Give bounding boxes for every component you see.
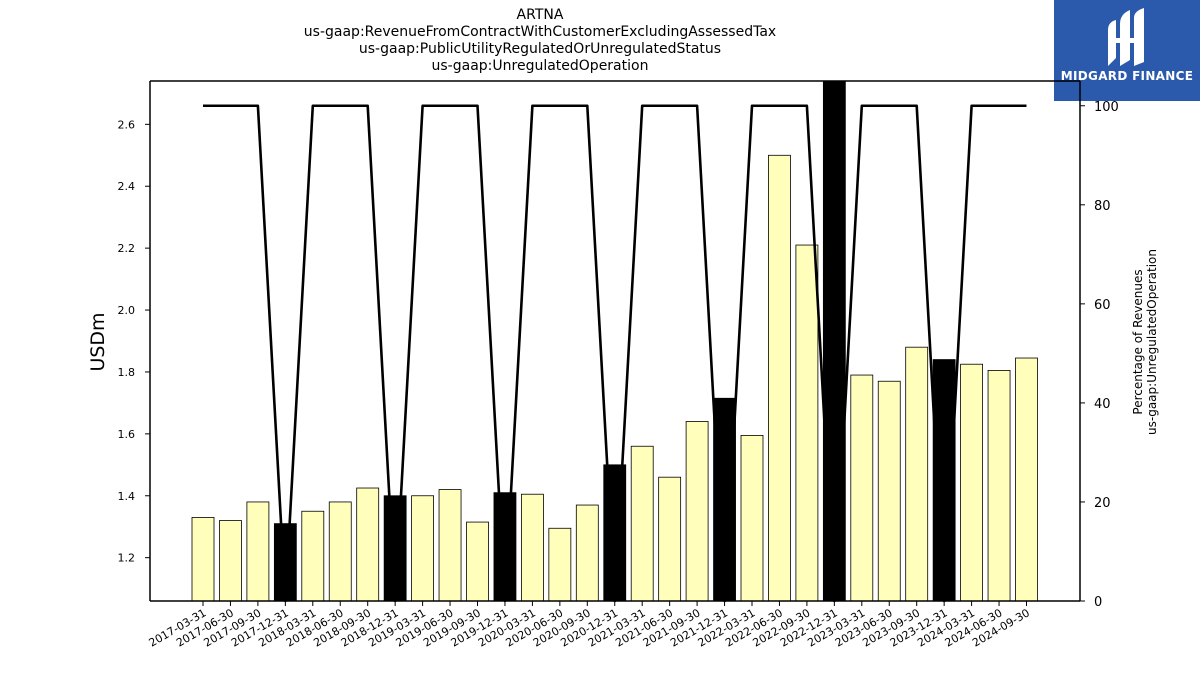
- bar-2020-09-30: [575, 504, 599, 602]
- y2-tick-label: 20: [1094, 496, 1111, 511]
- bar-2019-06-30: [438, 489, 462, 602]
- x-axis-ticks: 2017-03-312017-06-302017-09-302017-12-31…: [147, 601, 1032, 650]
- y-tick-label: 2.2: [118, 242, 136, 255]
- midgard-logo-icon: [1108, 8, 1144, 66]
- bar-2023-06-30: [877, 380, 901, 602]
- y2-tick-label: 100: [1094, 100, 1119, 115]
- y2-axis-ticks: 0 20 40 60 80 100: [1080, 100, 1119, 610]
- y-tick-label: 1.2: [118, 552, 136, 565]
- bar-2022-12-31: [822, 80, 846, 602]
- bar-2017-09-30: [246, 501, 270, 602]
- bar-2021-03-31: [630, 445, 654, 602]
- y-tick-label: 1.8: [118, 366, 136, 379]
- bar-2024-06-30: [987, 370, 1011, 602]
- bar-2018-03-31: [301, 510, 325, 602]
- bar-2019-03-31: [411, 495, 435, 602]
- y-tick-label: 1.6: [118, 428, 136, 441]
- y2-tick-label: 60: [1094, 298, 1111, 313]
- bar-2019-09-30: [466, 521, 489, 602]
- bar-2023-09-30: [905, 346, 929, 602]
- title-line-2: us-gaap:RevenueFromContractWithCustomerE…: [303, 24, 777, 40]
- logo-text: MIDGARD FINANCE: [1060, 69, 1194, 83]
- bar-series: [191, 80, 1038, 602]
- bar-2022-09-30: [795, 244, 819, 602]
- y-tick-label: 2.0: [118, 304, 136, 317]
- bar-2020-03-31: [521, 493, 544, 602]
- y2-tick-label: 0: [1094, 595, 1102, 610]
- bar-2017-03-31: [191, 517, 215, 602]
- bar-2021-06-30: [658, 476, 682, 602]
- bar-2018-06-30: [328, 501, 352, 602]
- bar-2017-06-30: [219, 520, 242, 602]
- y-tick-label: 2.6: [118, 118, 136, 131]
- y-axis-ticks: 1.2 1.4 1.6 1.8 2.0 2.2 2.4 2.6: [118, 118, 150, 565]
- bar-2023-03-31: [850, 374, 874, 602]
- bar-2022-06-30: [768, 154, 791, 602]
- bar-2021-09-30: [685, 421, 709, 602]
- y-tick-label: 2.4: [118, 180, 136, 193]
- y2-tick-label: 40: [1094, 397, 1111, 412]
- bar-2024-03-31: [960, 363, 983, 602]
- y-tick-label: 1.4: [118, 490, 136, 503]
- y2-tick-label: 80: [1094, 199, 1111, 214]
- midgard-finance-logo: MIDGARD FINANCE: [1054, 0, 1200, 101]
- bar-2018-09-30: [356, 487, 380, 602]
- title-line-1: ARTNA: [516, 7, 564, 23]
- bar-2022-03-31: [740, 435, 764, 602]
- axes: [149, 80, 1081, 602]
- bar-2021-12-31: [713, 397, 736, 602]
- title-line-3: us-gaap:PublicUtilityRegulatedOrUnregula…: [358, 41, 722, 57]
- bar-2024-09-30: [1015, 357, 1038, 602]
- bar-2020-06-30: [548, 527, 572, 602]
- title-line-4: us-gaap:UnregulatedOperation: [431, 58, 649, 74]
